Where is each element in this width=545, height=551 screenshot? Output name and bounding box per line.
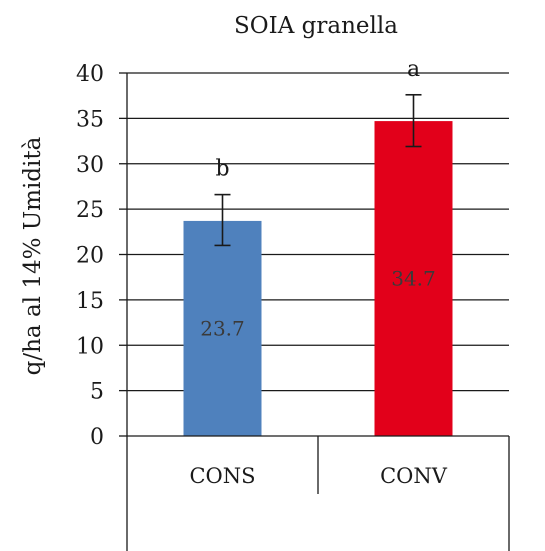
chart-title: SOIA granella <box>234 13 398 39</box>
bar <box>183 220 262 436</box>
axis-frame <box>126 73 510 551</box>
y-tick-label: 20 <box>76 244 104 269</box>
significance-letter: a <box>407 57 420 82</box>
bars <box>183 121 453 436</box>
y-tick-label: 10 <box>76 334 104 359</box>
data-labels: 23.7 34.7 <box>200 267 436 341</box>
y-tick-label: 35 <box>76 107 104 132</box>
data-label: 23.7 <box>200 316 245 340</box>
bar <box>374 121 453 436</box>
x-tick-label: CONS <box>189 464 255 488</box>
y-tick-label: 40 <box>76 62 104 87</box>
y-tick-labels: 0 5 10 15 20 25 30 35 40 <box>76 62 104 450</box>
y-axis-label: q/ha al 14% Umidità <box>20 136 46 375</box>
y-tick-label: 0 <box>90 425 104 450</box>
y-tick-label: 15 <box>76 289 104 314</box>
significance-letters: ba <box>215 57 420 182</box>
y-tick-label: 30 <box>76 153 104 178</box>
x-tick-label: CONV <box>380 464 448 488</box>
x-tick-labels: CONS CONV <box>189 464 447 488</box>
y-tick-label: 25 <box>76 198 104 223</box>
y-tick-label: 5 <box>90 380 104 405</box>
error-bars <box>214 93 422 247</box>
data-label: 34.7 <box>391 267 436 291</box>
significance-letter: b <box>215 157 229 182</box>
